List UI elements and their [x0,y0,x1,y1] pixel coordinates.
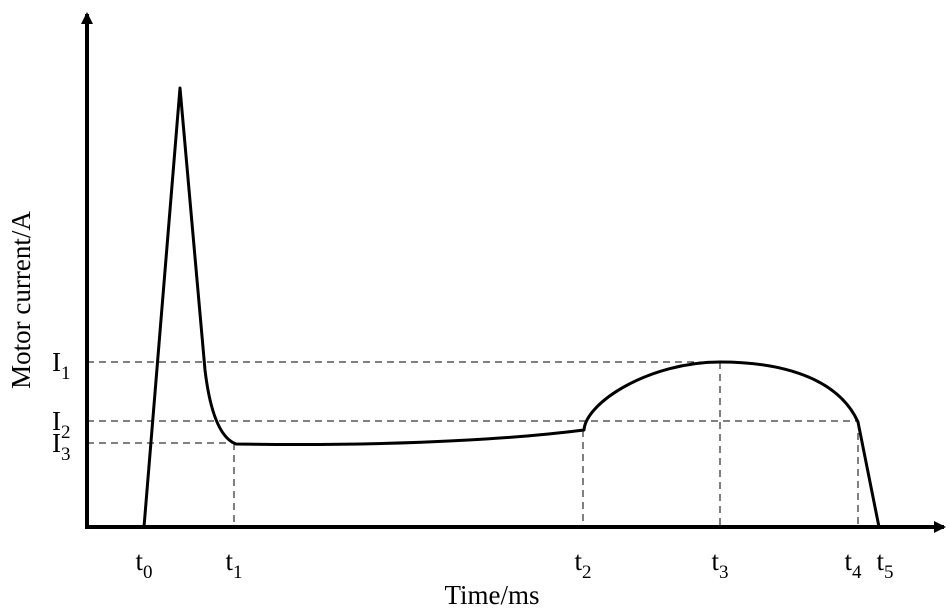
y-tick-I2: I2 [52,406,71,443]
current-curve [142,86,881,529]
x-tick-t5: t5 [876,546,893,583]
guide-lines [87,361,859,527]
y-tick-I3: I3 [52,428,71,465]
x-tick-labels: t0 t1 t2 t3 t4 t5 [135,546,893,583]
x-tick-t0: t0 [135,546,152,583]
y-tick-I1: I1 [52,347,71,384]
x-tick-t1: t1 [225,546,242,583]
y-axis-title: Motor current/A [6,211,36,389]
x-tick-t4: t4 [844,546,862,583]
x-axis-title: Time/ms [444,580,539,610]
x-tick-t3: t3 [711,546,728,583]
x-tick-t2: t2 [574,546,591,583]
